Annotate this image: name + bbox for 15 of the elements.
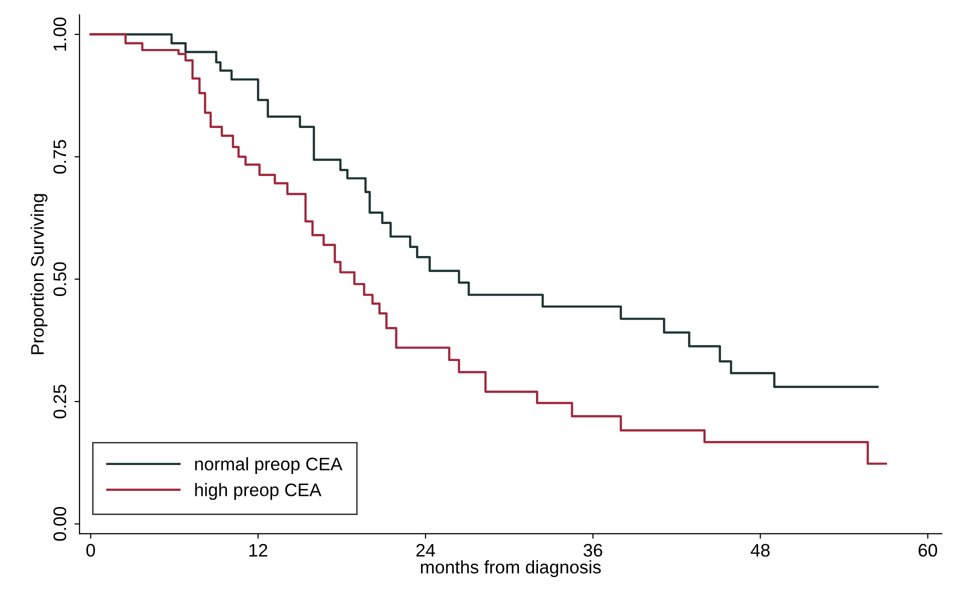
y-tick-label: 0.25 [53, 384, 66, 418]
x-tick-label: 12 [249, 544, 268, 557]
x-tick-label: 60 [918, 544, 938, 557]
x-tick-label: 0 [86, 544, 95, 557]
y-tick-label: 1.00 [53, 18, 66, 51]
x-axis-title: months from diagnosis [421, 560, 601, 578]
x-tick-label: 36 [584, 544, 602, 557]
y-axis-title: Proportion Surviving [30, 194, 48, 354]
y-tick-label: 0.00 [53, 507, 66, 541]
y-tick-label: 0.50 [53, 262, 66, 296]
legend-label: normal preop CEA [195, 457, 342, 474]
x-tick-label: 48 [750, 544, 770, 557]
legend-label: high preop CEA [195, 483, 322, 500]
y-tick-label: 0.75 [53, 140, 66, 174]
x-tick-label: 24 [416, 544, 436, 557]
